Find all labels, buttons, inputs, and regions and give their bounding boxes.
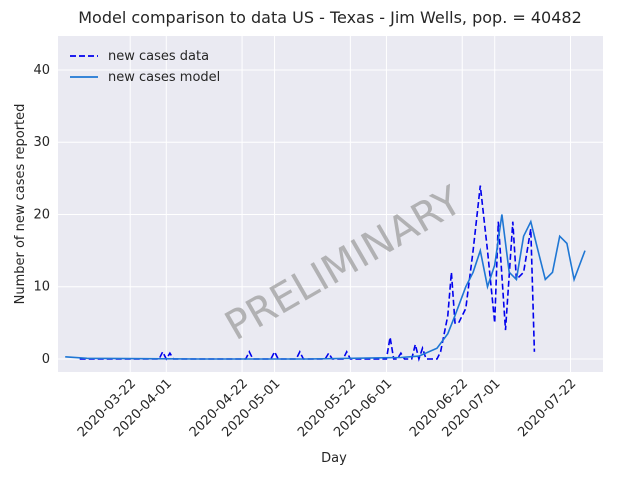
y-tick-label: 10 [33, 280, 50, 295]
y-axis-label: Number of new cases reported [13, 104, 28, 305]
legend-label: new cases model [108, 70, 220, 85]
legend: new cases data new cases model [70, 49, 220, 85]
y-tick-label: 30 [33, 135, 50, 150]
chart-title: Model comparison to data US - Texas - Ji… [78, 8, 582, 27]
x-tick-label: 2020-07-22 [515, 376, 579, 440]
x-axis-label: Day [321, 451, 347, 466]
y-tick-label: 0 [42, 352, 50, 367]
y-tick-label: 40 [33, 63, 50, 78]
plot-area [58, 36, 603, 372]
y-tick-label: 20 [33, 207, 50, 222]
series-line [65, 214, 586, 360]
legend-label: new cases data [108, 49, 209, 64]
marks [65, 185, 586, 362]
